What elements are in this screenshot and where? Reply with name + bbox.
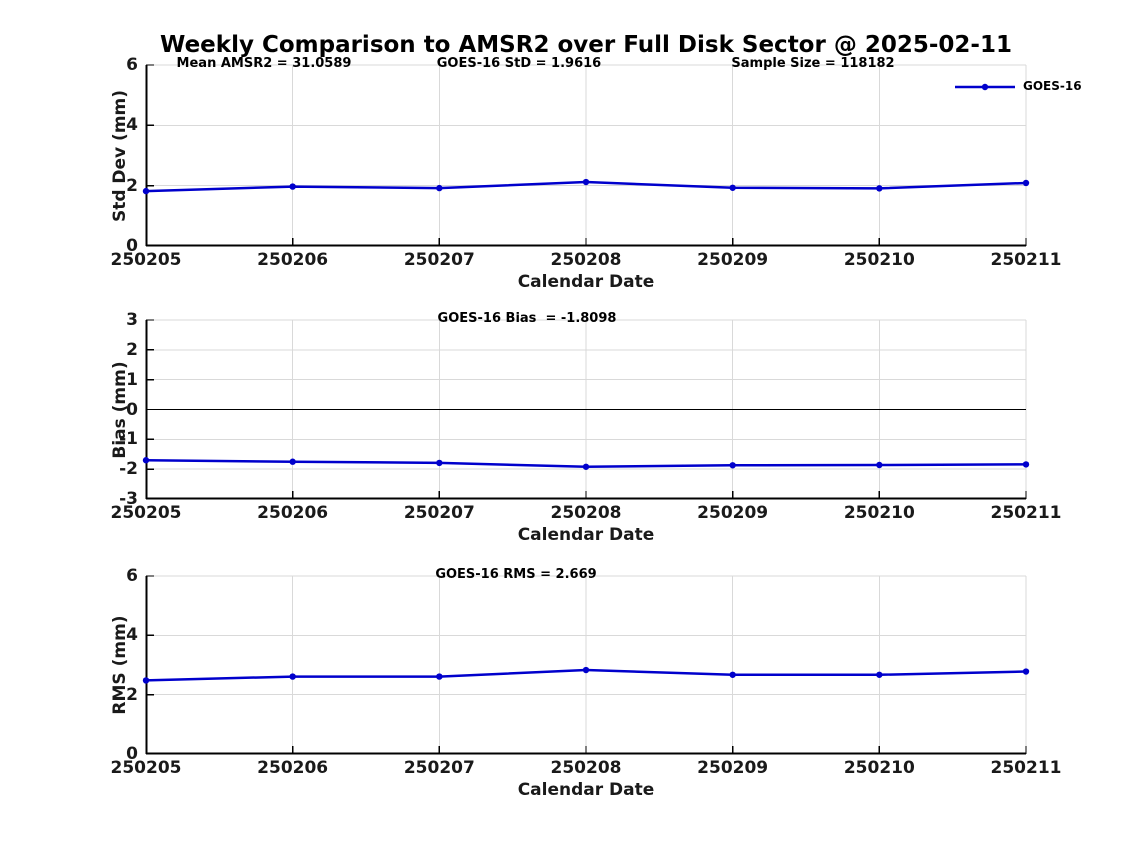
x-tick-label: 250210 — [843, 250, 915, 270]
y-tick-label: 0 — [126, 399, 138, 420]
data-point — [1022, 179, 1030, 187]
x-tick-label: 250211 — [990, 758, 1062, 778]
x-tick-label: 250210 — [843, 758, 915, 778]
plot-area — [142, 319, 1030, 500]
stat-text: GOES-16 StD = 1.9616 — [436, 56, 602, 71]
stat-text: GOES-16 RMS = 2.669 — [435, 567, 597, 582]
data-point — [876, 185, 883, 192]
y-tick-label: 2 — [126, 684, 138, 705]
data-line-goes-16 — [145, 458, 1027, 469]
x-axis-label: Calendar Date — [517, 525, 655, 545]
data-point — [729, 462, 736, 469]
x-tick-label: 250211 — [990, 250, 1062, 270]
stat-text: Mean AMSR2 = 31.0589 — [176, 56, 352, 71]
legend: GOES-16 — [954, 79, 1082, 94]
legend-line-sample — [955, 83, 1015, 91]
data-point — [876, 461, 883, 469]
stat-text: Sample Size = 118182 — [731, 56, 895, 71]
x-tick-label: 250206 — [257, 250, 329, 270]
x-tick-label: 250207 — [403, 758, 475, 778]
y-tick-label: -2 — [119, 459, 138, 480]
x-tick-label: 250205 — [110, 250, 182, 270]
y-tick-label: 0 — [126, 236, 138, 256]
x-tick-label: 250205 — [110, 503, 182, 523]
y-tick-label: 6 — [126, 566, 138, 586]
data-point — [436, 673, 443, 680]
data-point — [289, 183, 296, 190]
x-tick-label: 250207 — [403, 503, 475, 523]
y-tick-label: 4 — [126, 115, 138, 136]
x-tick-label: 250210 — [843, 503, 915, 523]
y-tick-label: 0 — [126, 744, 138, 764]
x-axis-label: Calendar Date — [517, 780, 655, 800]
data-point — [1022, 668, 1030, 675]
y-tick-label: 6 — [126, 55, 138, 75]
data-point — [289, 673, 296, 680]
x-tick-label: 250209 — [697, 758, 769, 778]
figure-title: Weekly Comparison to AMSR2 over Full Dis… — [160, 32, 1012, 58]
x-tick-label: 250208 — [550, 503, 622, 523]
x-tick-label: 250208 — [550, 250, 622, 270]
y-tick-label: -3 — [119, 489, 138, 509]
data-point — [142, 187, 150, 195]
x-axis-label: Calendar Date — [517, 272, 655, 292]
data-point — [142, 457, 150, 464]
y-axis-label: Bias (mm) — [110, 360, 130, 459]
data-point — [582, 666, 590, 674]
data-point — [876, 671, 883, 678]
data-line-goes-16 — [145, 180, 1027, 193]
data-point — [1022, 461, 1030, 468]
x-tick-label: 250209 — [697, 250, 769, 270]
data-point — [289, 458, 296, 465]
plot-area — [142, 64, 1030, 247]
x-tick-label: 250208 — [550, 758, 622, 778]
x-tick-label: 250205 — [110, 758, 182, 778]
data-line-goes-16 — [145, 668, 1027, 682]
y-axis-label: RMS (mm) — [110, 615, 130, 715]
plot-area — [142, 575, 1030, 755]
y-tick-label: 4 — [126, 625, 138, 646]
stat-text: GOES-16 Bias = -1.8098 — [437, 311, 617, 326]
y-tick-label: -1 — [119, 429, 138, 450]
y-tick-label: 2 — [126, 175, 138, 196]
data-point — [729, 184, 736, 191]
y-tick-label: 3 — [126, 310, 138, 330]
x-tick-label: 250209 — [697, 503, 769, 523]
x-tick-label: 250207 — [403, 250, 475, 270]
x-tick-label: 250206 — [257, 758, 329, 778]
data-point — [436, 459, 443, 467]
legend-label: GOES-16 — [1023, 79, 1082, 93]
data-point — [582, 463, 590, 470]
data-point — [729, 671, 736, 678]
y-tick-label: 2 — [126, 339, 138, 360]
x-tick-label: 250206 — [257, 503, 329, 523]
data-point — [142, 677, 150, 684]
data-point — [436, 184, 443, 192]
x-tick-label: 250211 — [990, 503, 1062, 523]
y-tick-label: 1 — [126, 369, 138, 390]
data-point — [582, 178, 590, 186]
